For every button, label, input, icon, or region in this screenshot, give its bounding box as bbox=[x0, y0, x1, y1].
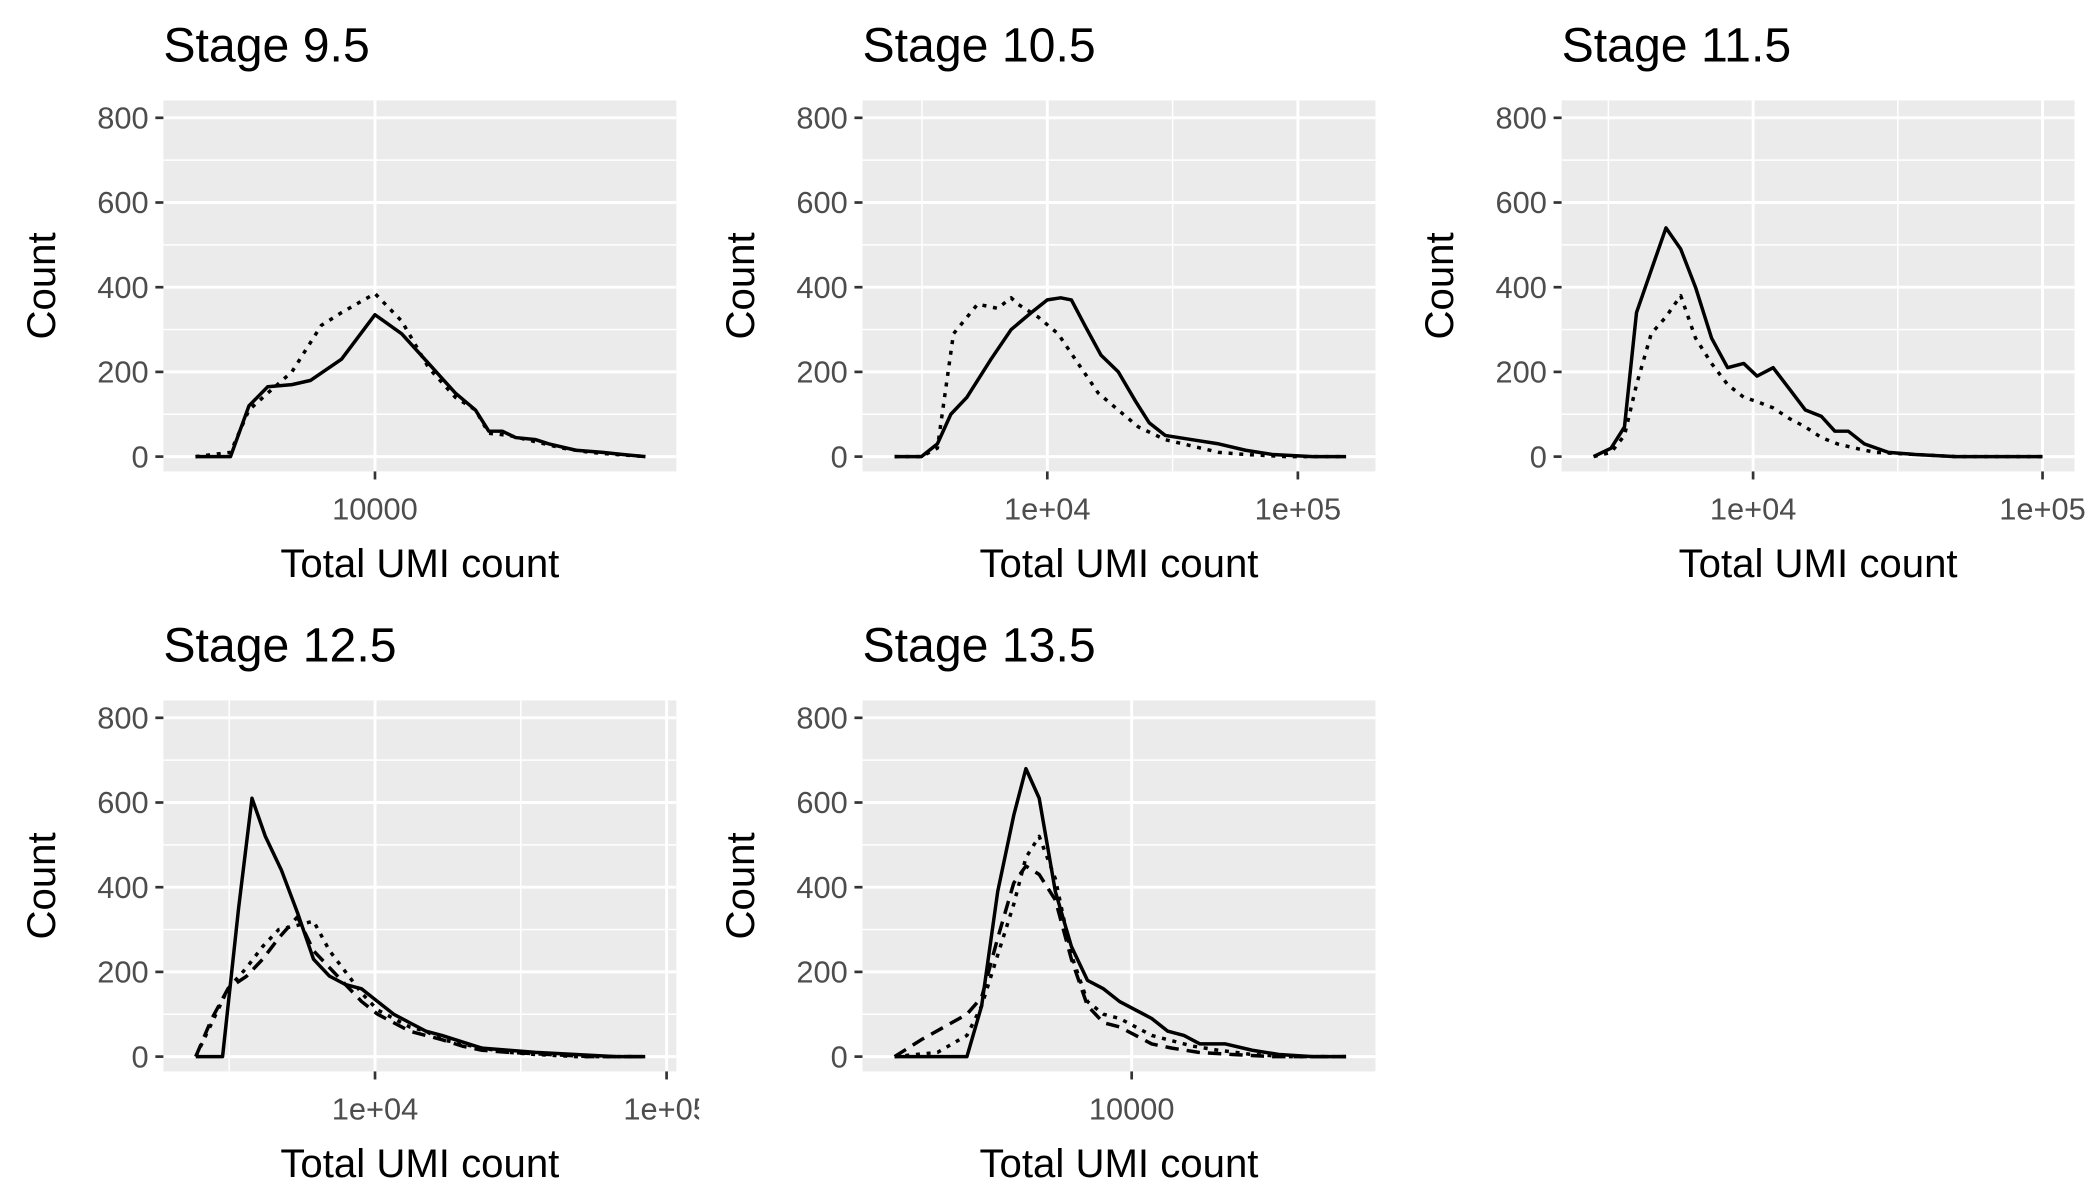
panel: 0 200 400 600 800 1e+04 1e+05 Stage 10.5 Total U… bbox=[718, 19, 1376, 586]
data-line bbox=[194, 915, 646, 1059]
panel-title: Stage 12.5 bbox=[163, 619, 396, 673]
panel: 0 200 400 600 800 1e+04 1e+05 Stage 12.5 Total U… bbox=[19, 619, 710, 1187]
data-line bbox=[894, 766, 1347, 1059]
data-line bbox=[195, 291, 646, 459]
y-axis-title: Count bbox=[1417, 232, 1462, 339]
y-tick-label: 0 bbox=[1530, 439, 1547, 474]
x-axis-title: Total UMI count bbox=[280, 1141, 559, 1186]
y-tick-label: 400 bbox=[97, 270, 148, 305]
grid bbox=[163, 100, 677, 472]
x-tick-label: 1e+04 bbox=[1710, 492, 1797, 527]
y-tick-label: 200 bbox=[97, 355, 148, 390]
y-tick-label: 600 bbox=[796, 185, 847, 220]
x-tick-label: 1e+04 bbox=[332, 1092, 419, 1127]
data-line bbox=[894, 296, 1347, 459]
data-line bbox=[1592, 226, 2043, 459]
y-tick-label: 600 bbox=[1495, 185, 1546, 220]
data-line bbox=[195, 796, 646, 1059]
grid bbox=[1561, 100, 2075, 472]
x-tick-label: 10000 bbox=[332, 492, 418, 527]
panel: 0 200 400 600 800 10000 Stage 9.5 Total UMI cou… bbox=[19, 19, 677, 586]
y-tick-label: 200 bbox=[796, 955, 847, 990]
y-tick-label: 0 bbox=[831, 439, 848, 474]
x-tick-label: 1e+04 bbox=[1004, 492, 1091, 527]
y-tick-label: 400 bbox=[1495, 270, 1546, 305]
x-tick-label: 1e+05 bbox=[1255, 492, 1342, 527]
panel-title: Stage 9.5 bbox=[163, 19, 369, 73]
panel-title: Stage 11.5 bbox=[1562, 19, 1792, 73]
y-tick-label: 400 bbox=[97, 870, 148, 905]
y-tick-label: 600 bbox=[97, 785, 148, 820]
y-tick-label: 600 bbox=[97, 185, 148, 220]
x-tick-label: 10000 bbox=[1089, 1092, 1175, 1127]
data-line bbox=[1593, 293, 2043, 459]
y-tick-label: 0 bbox=[132, 439, 149, 474]
panel: 0 200 400 600 800 10000 Stage 13.5 Total UMI co… bbox=[718, 619, 1376, 1186]
y-tick-label: 400 bbox=[796, 270, 847, 305]
y-tick-label: 800 bbox=[796, 101, 847, 136]
data-line bbox=[893, 864, 1347, 1059]
y-tick-label: 400 bbox=[796, 870, 847, 905]
data-line bbox=[195, 312, 646, 459]
x-axis-title: Total UMI count bbox=[1679, 541, 1958, 586]
y-tick-label: 200 bbox=[97, 955, 148, 990]
x-tick-label: 1e+05 bbox=[623, 1092, 710, 1127]
y-tick-label: 800 bbox=[796, 701, 847, 736]
panel: 0 200 400 600 800 1e+04 1e+05 Stage 11.5 Total U… bbox=[1417, 19, 2086, 587]
y-tick-label: 800 bbox=[97, 701, 148, 736]
data-line bbox=[894, 296, 1347, 459]
panel-title: Stage 10.5 bbox=[863, 19, 1096, 73]
x-axis-title: Total UMI count bbox=[979, 541, 1258, 586]
y-tick-label: 800 bbox=[1495, 101, 1546, 136]
x-axis-title: Total UMI count bbox=[280, 541, 559, 586]
y-axis-title: Count bbox=[718, 232, 763, 339]
y-tick-label: 200 bbox=[1495, 355, 1546, 390]
y-tick-label: 600 bbox=[796, 785, 847, 820]
x-tick-label: 1e+05 bbox=[1999, 492, 2085, 527]
y-axis-title: Count bbox=[718, 832, 763, 939]
x-axis-title: Total UMI count bbox=[979, 1141, 1258, 1186]
y-tick-label: 0 bbox=[831, 1039, 848, 1074]
y-tick-label: 200 bbox=[796, 355, 847, 390]
y-tick-label: 0 bbox=[132, 1039, 149, 1074]
panel-title: Stage 13.5 bbox=[863, 619, 1096, 673]
y-axis-title: Count bbox=[19, 832, 64, 939]
y-tick-label: 800 bbox=[97, 101, 148, 136]
y-axis-title: Count bbox=[19, 232, 64, 339]
